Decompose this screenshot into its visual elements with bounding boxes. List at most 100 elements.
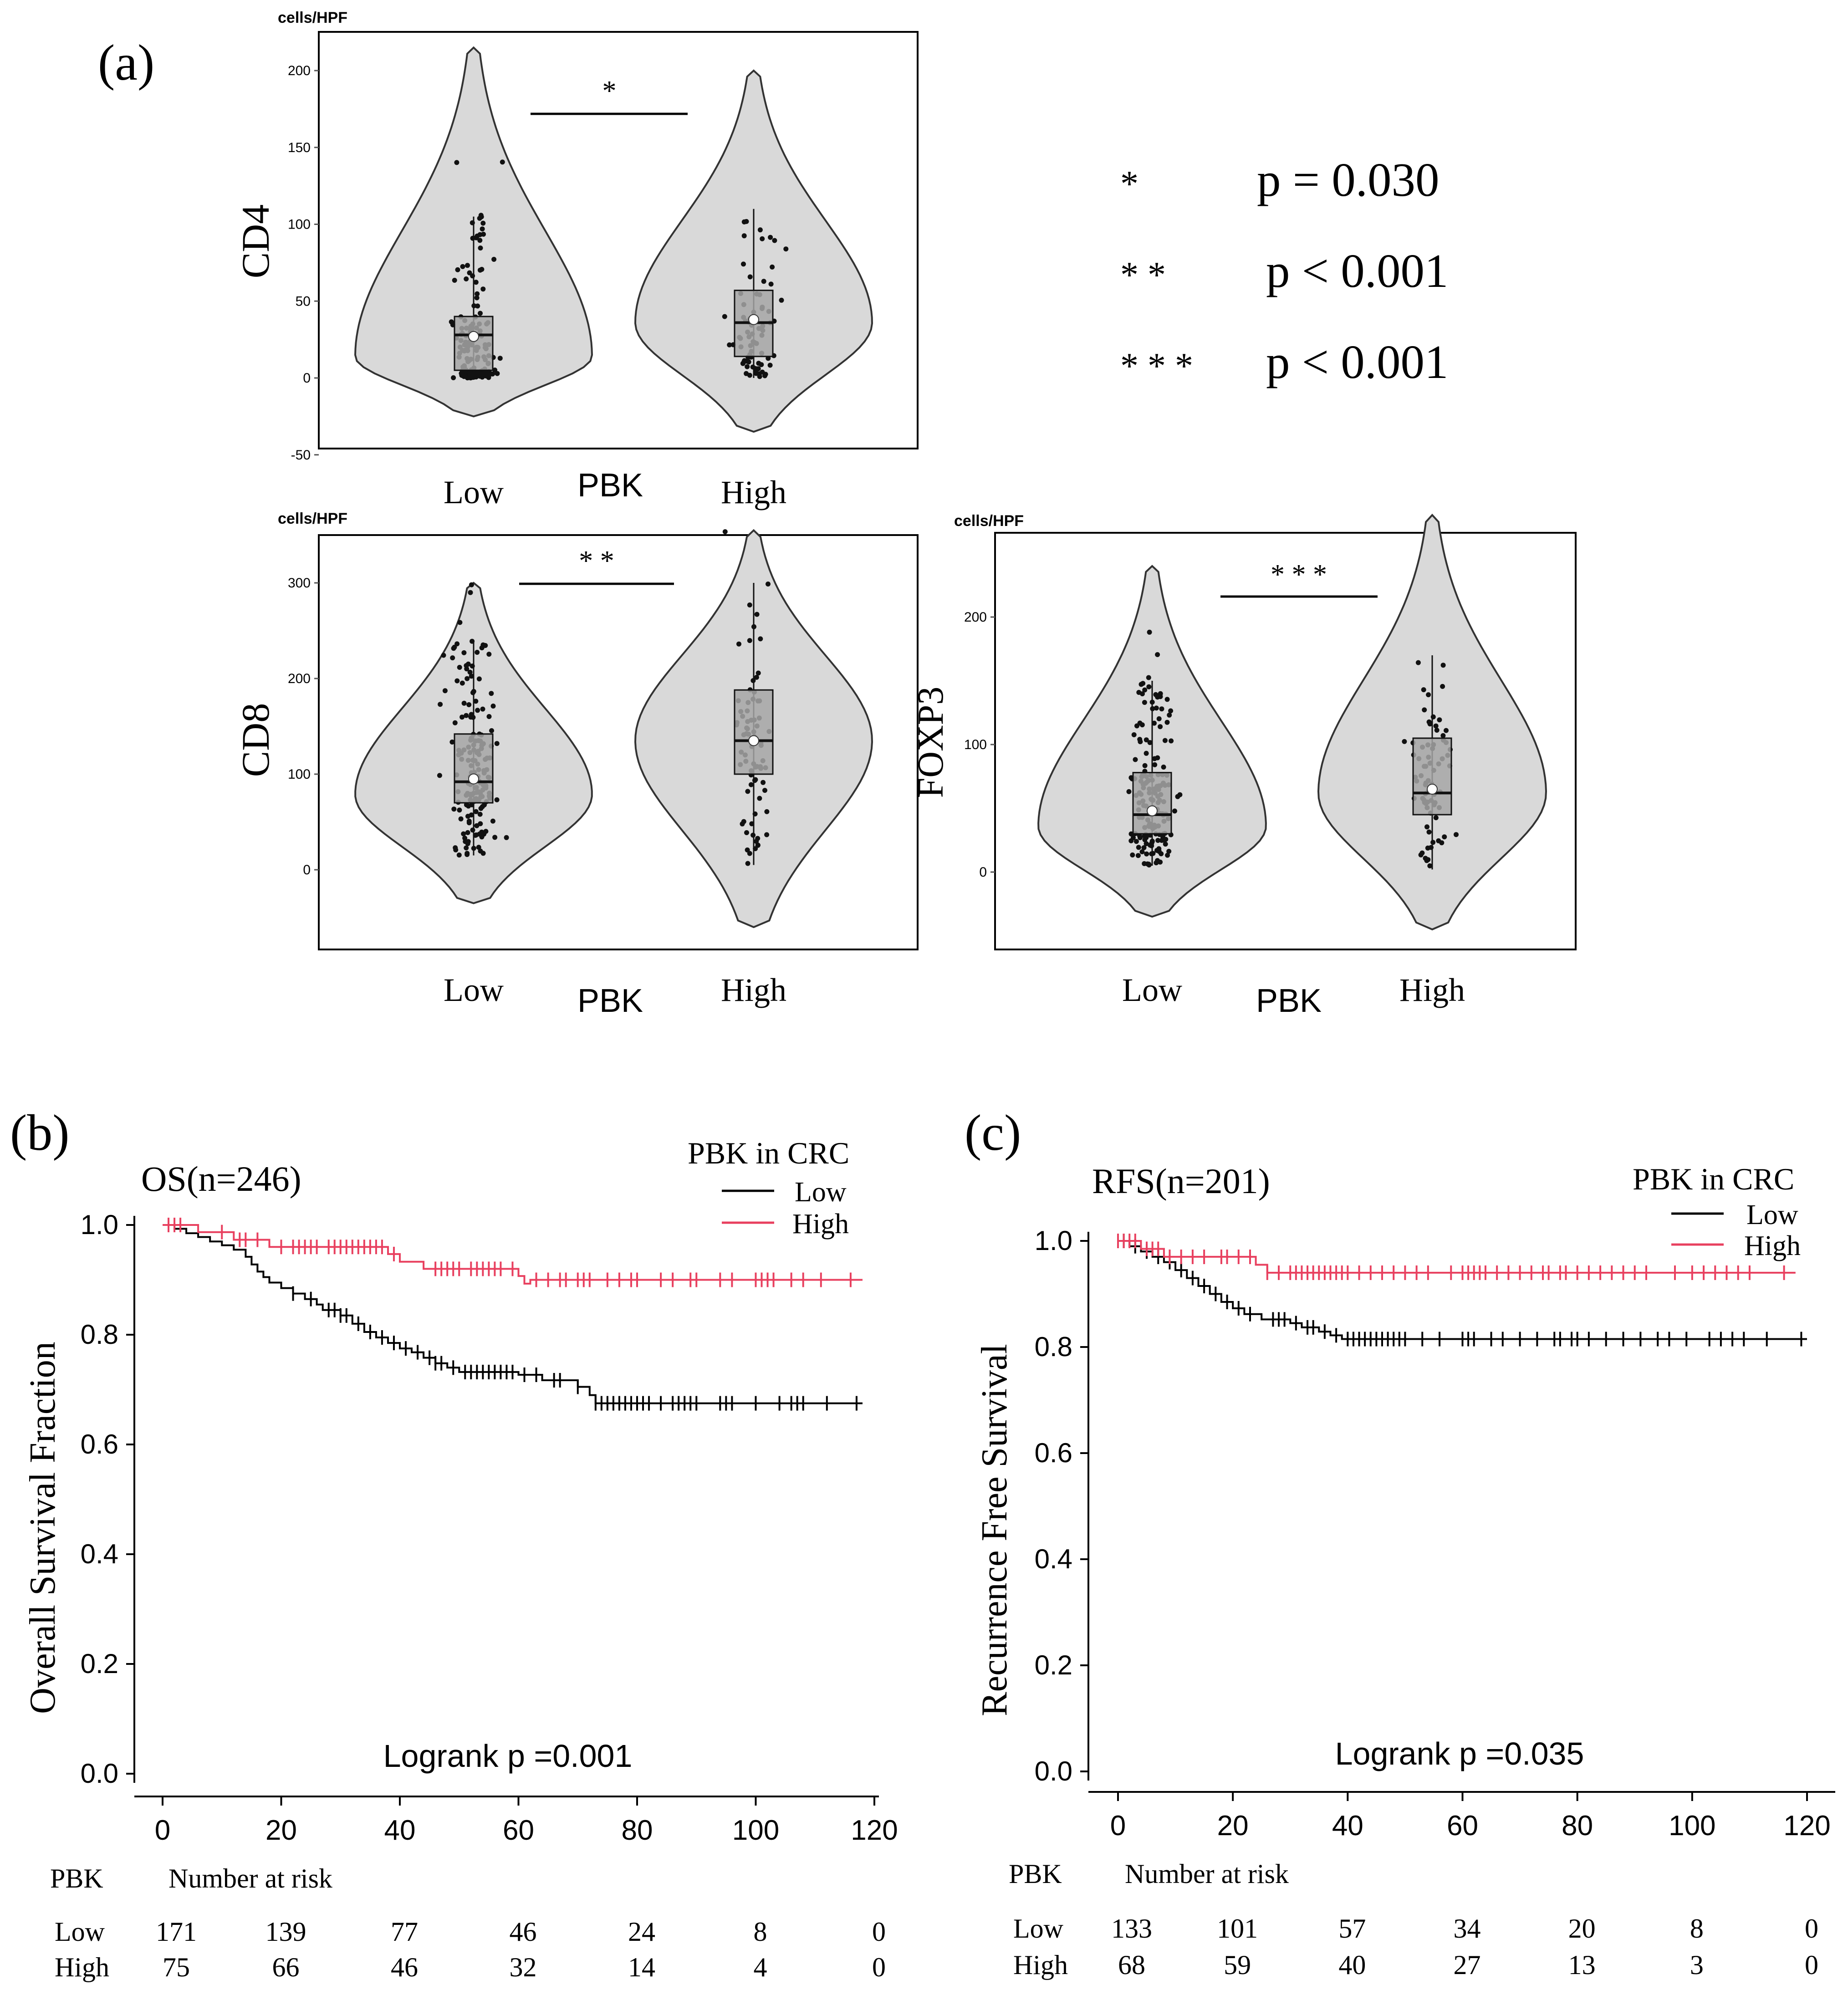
cd8-point — [747, 602, 752, 607]
cd8-point — [748, 782, 754, 787]
cd8-point — [457, 807, 462, 813]
foxp3-x-category-low: Low — [1122, 972, 1182, 1008]
cd8-point — [454, 641, 460, 647]
cd8-point — [466, 803, 471, 809]
os-risk-value: 14 — [628, 1952, 655, 1982]
os-risk-value: 171 — [156, 1917, 197, 1947]
foxp3-point — [1161, 837, 1166, 843]
panel-label-c: (c) — [965, 1105, 1021, 1161]
os-ytick-label: 0.8 — [81, 1319, 118, 1350]
os-risk-group-header: PBK — [50, 1863, 103, 1893]
cd8-ytick-label: 100 — [288, 767, 311, 782]
cd8-mean-high — [748, 735, 759, 746]
cd4-point — [475, 233, 480, 239]
rfs-risk-value: 40 — [1338, 1950, 1366, 1980]
cd8-point — [492, 835, 498, 840]
foxp3-point — [1425, 857, 1431, 862]
os-curves — [163, 1218, 863, 1411]
foxp3-point — [1440, 684, 1445, 689]
cd8-point — [474, 832, 479, 837]
cd8-point — [450, 655, 455, 661]
cd8-point — [762, 788, 767, 793]
cd8-x-category-high: High — [721, 972, 786, 1008]
significance-legend: * p = 0.030 * * p < 0.001 * * * p < 0.00… — [1120, 153, 1448, 388]
os-risk-value: 32 — [510, 1952, 537, 1982]
foxp3-point — [1146, 684, 1152, 689]
foxp3-point — [1135, 853, 1141, 858]
cd4-y-axis-label: CD4 — [234, 204, 277, 278]
cd4-point — [464, 276, 469, 281]
os-risk-value: 75 — [163, 1952, 190, 1982]
foxp3-point — [1402, 739, 1407, 744]
foxp3-point — [1155, 755, 1160, 760]
foxp3-point — [1130, 852, 1135, 857]
cd8-violins — [354, 529, 873, 929]
os-xtick-label: 20 — [265, 1815, 297, 1846]
cd8-point — [747, 851, 752, 856]
legend-stars-2: * * — [1120, 255, 1166, 295]
rfs-title: RFS(n=201) — [1092, 1161, 1270, 1201]
cd8-point — [745, 861, 750, 866]
cd8-point — [475, 708, 480, 713]
rfs-ytick-label: 0.0 — [1035, 1756, 1072, 1786]
cd8-point — [473, 699, 479, 704]
cd4-point — [495, 371, 500, 376]
cd4-box-low — [454, 316, 494, 371]
cd8-x-axis-label: PBK — [577, 983, 643, 1019]
cd4-point — [757, 227, 763, 233]
cd8-ytick-label: 0 — [303, 862, 311, 878]
foxp3-mean-low — [1147, 805, 1158, 816]
cd4-point — [741, 359, 747, 364]
cd4-ytick-label: 0 — [303, 371, 311, 386]
cd4-point — [722, 314, 727, 319]
foxp3-point — [1434, 728, 1440, 733]
cd8-point — [478, 806, 484, 811]
foxp3-point — [1164, 697, 1170, 702]
foxp3-point — [1136, 690, 1142, 695]
cd8-significance-stars: * * — [579, 546, 614, 577]
cd4-point — [490, 371, 495, 377]
foxp3-point — [1426, 829, 1432, 835]
foxp3-point — [1440, 733, 1446, 738]
cd8-point — [766, 582, 771, 587]
cd8-ytick-label: 300 — [288, 576, 311, 591]
cd4-point — [500, 159, 505, 165]
cd8-point — [758, 636, 763, 642]
foxp3-point — [1142, 687, 1148, 693]
foxp3-ytick-label: 0 — [979, 865, 987, 880]
os-xtick-label: 100 — [732, 1815, 779, 1846]
foxp3-point — [1424, 824, 1429, 830]
foxp3-point — [1425, 845, 1430, 851]
legend-stars-1: * — [1120, 164, 1138, 204]
cd4-unit-label: cells/HPF — [278, 9, 347, 26]
cd4-point — [470, 235, 475, 241]
rfs-ytick-label: 0.8 — [1035, 1332, 1072, 1362]
rfs-ytick-label: 1.0 — [1035, 1225, 1072, 1256]
rfs-risk-value: 3 — [1690, 1950, 1704, 1980]
foxp3-point — [1427, 863, 1433, 868]
cd8-point — [442, 688, 448, 694]
cd8-point — [764, 832, 770, 837]
foxp3-point — [1140, 681, 1146, 686]
cd8-point — [469, 582, 474, 587]
os-legend: PBK in CRC Low High — [688, 1136, 849, 1240]
foxp3-y-axis-label: FOXP3 — [911, 687, 951, 798]
cd8-point — [464, 845, 469, 851]
foxp3-point — [1430, 714, 1436, 719]
cd4-point — [481, 231, 486, 237]
os-xtick-label: 60 — [503, 1815, 534, 1846]
cd4-point — [455, 267, 460, 272]
rfs-ytick-label: 0.6 — [1035, 1438, 1072, 1468]
rfs-risk-value: 57 — [1338, 1913, 1366, 1944]
cd8-point — [465, 676, 470, 681]
os-legend-low-label: Low — [795, 1177, 847, 1208]
foxp3-point — [1142, 837, 1148, 842]
foxp3-point — [1136, 845, 1141, 850]
rfs-xtick-label: 40 — [1332, 1810, 1363, 1842]
os-axes: 0.0 0.2 0.4 0.6 0.8 1.0 0 20 40 60 80 100 120 — [81, 1209, 898, 1846]
rfs-legend: PBK in CRC Low High — [1633, 1162, 1801, 1261]
os-curve-low — [163, 1224, 863, 1404]
foxp3-unit-label: cells/HPF — [954, 512, 1024, 530]
cd8-point — [490, 818, 495, 824]
cd8-point — [761, 780, 766, 785]
